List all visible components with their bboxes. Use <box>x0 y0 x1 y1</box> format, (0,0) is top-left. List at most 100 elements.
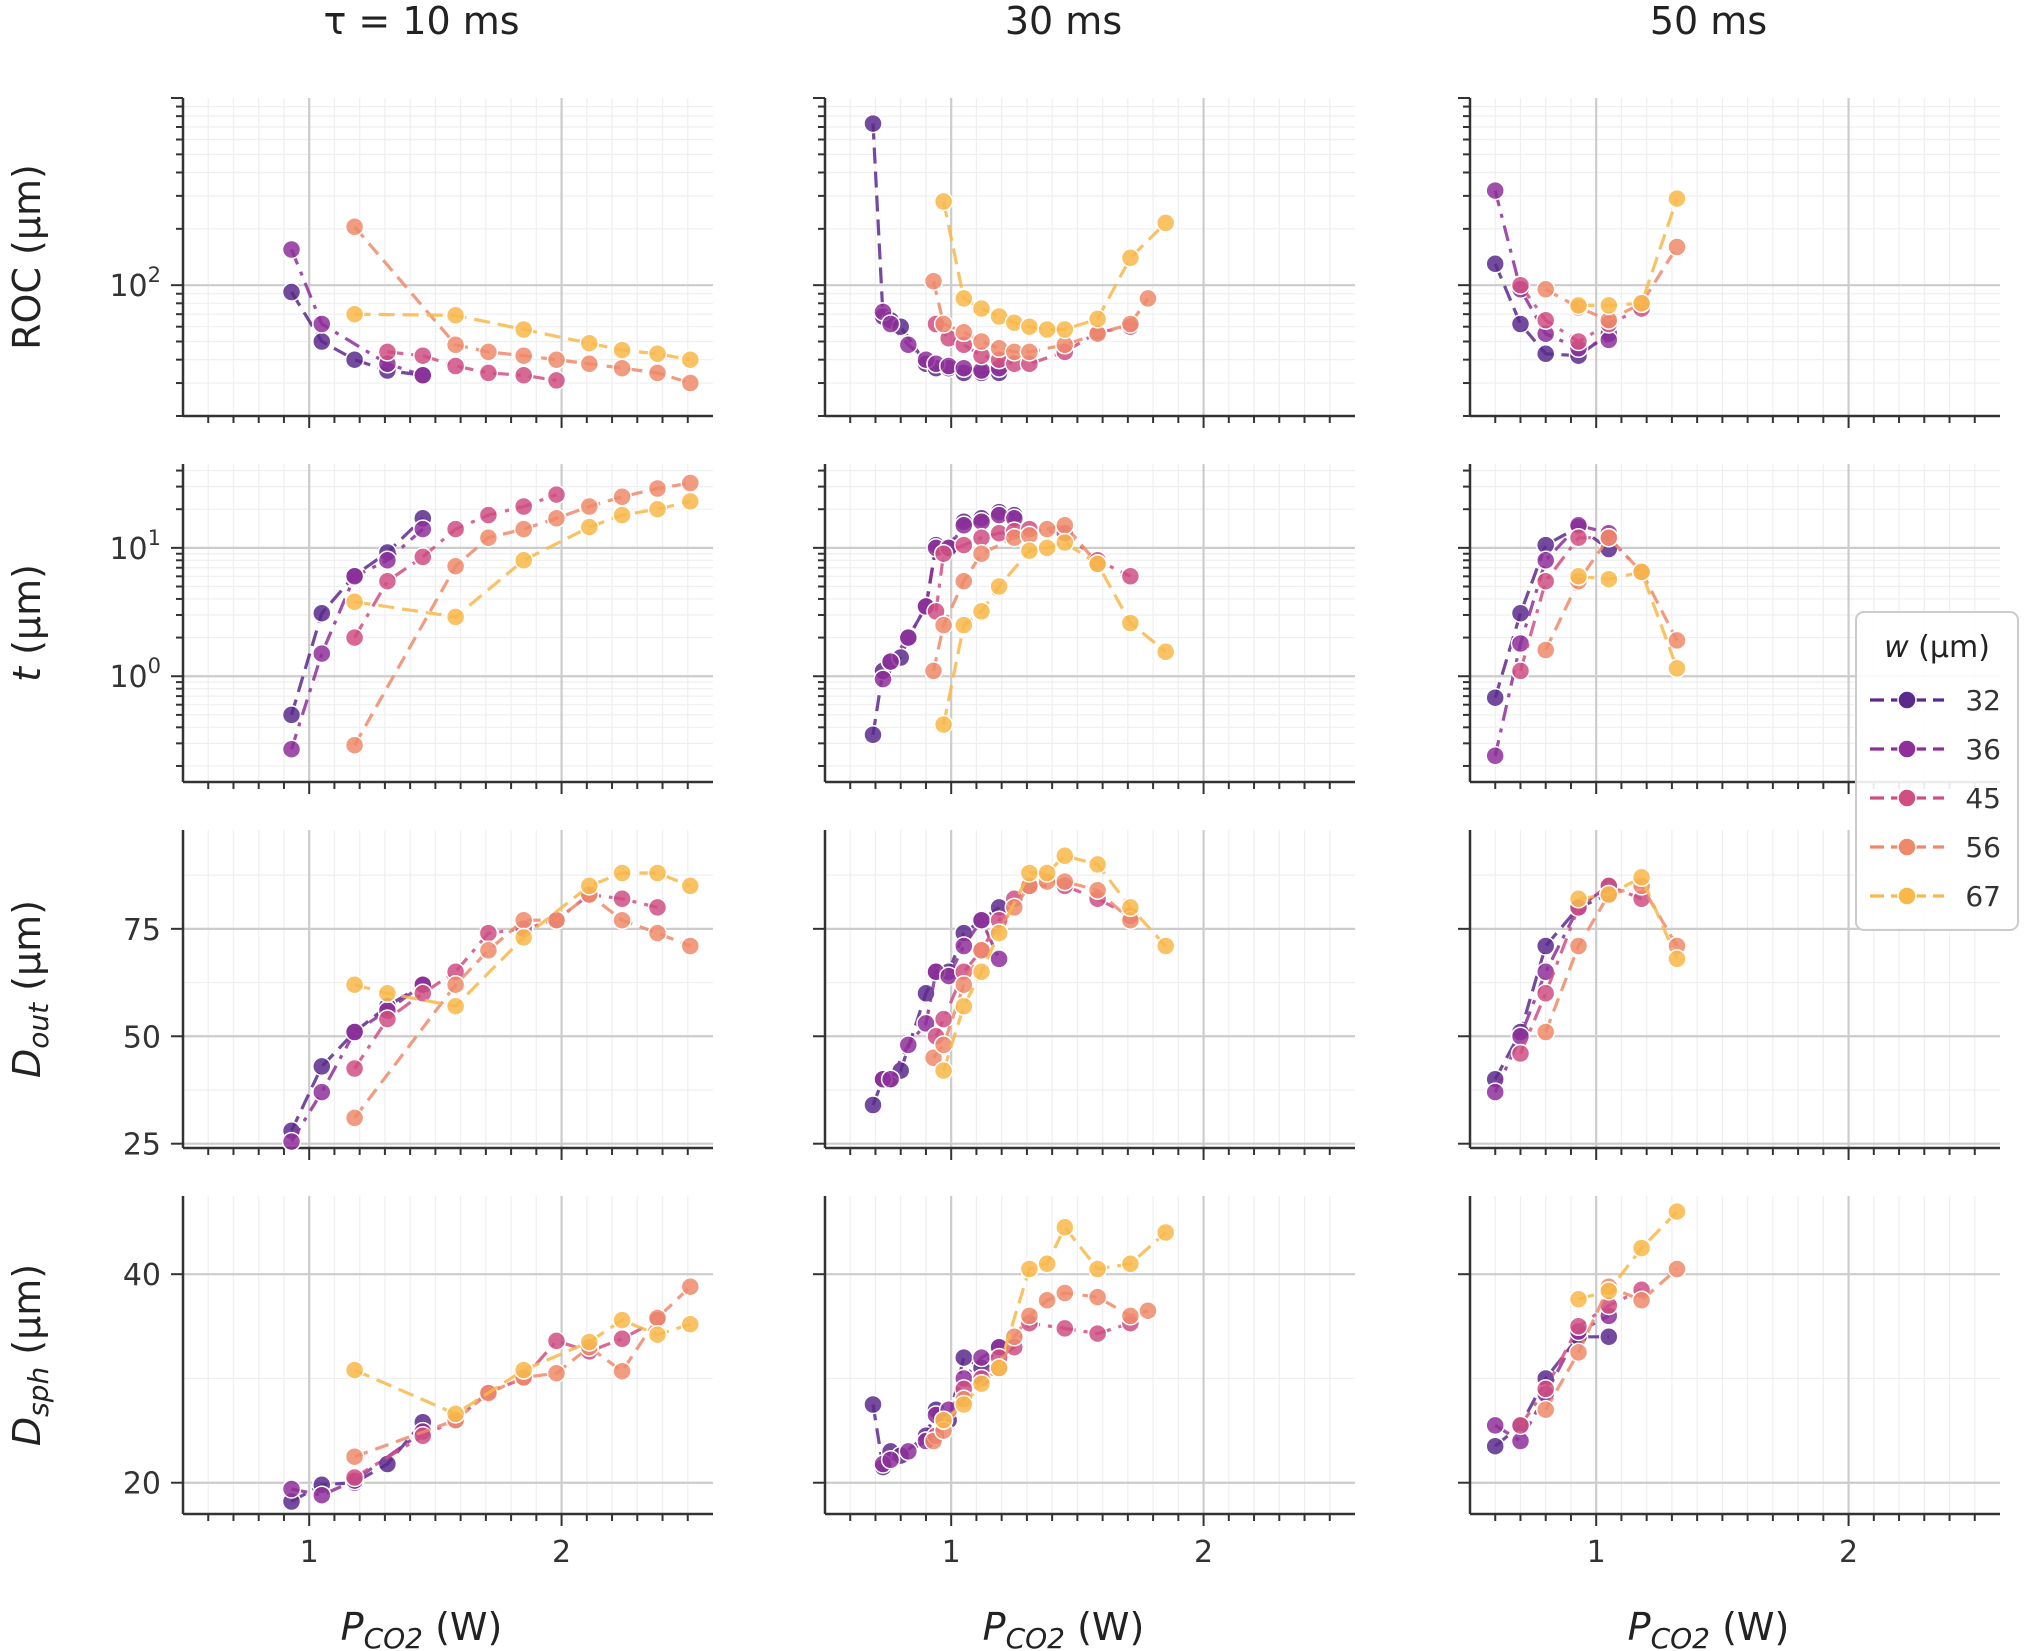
panel: 100 101 <box>109 464 713 794</box>
data-point-w67 <box>1120 897 1141 918</box>
data-point-w36 <box>898 1035 919 1055</box>
data-point-w36 <box>281 239 302 260</box>
y-tick-label: 101 <box>109 526 161 567</box>
data-point-w45 <box>344 1058 365 1079</box>
data-point-w67 <box>344 304 365 324</box>
data-point-w36 <box>312 643 332 664</box>
panel: 25 50 75 <box>123 830 713 1163</box>
data-point-w45 <box>445 519 466 539</box>
data-point-w67 <box>1667 949 1687 969</box>
legend: w (μm) 32 36 45 56 67 <box>1855 611 2019 931</box>
data-point-w36 <box>413 519 433 539</box>
data-point-w67 <box>1599 295 1619 316</box>
data-point-w56 <box>1037 519 1057 539</box>
x-tick-label: 1 <box>300 1535 319 1570</box>
series-line-w56 <box>1544 535 1679 651</box>
data-point-w36 <box>880 1069 901 1089</box>
legend-label: 67 <box>1965 880 2001 913</box>
legend-label: 45 <box>1965 782 2001 815</box>
data-point-w56 <box>1120 314 1141 334</box>
data-point-w56 <box>612 1361 632 1381</box>
data-point-w45 <box>478 363 499 383</box>
column-title: τ = 10 ms <box>323 0 519 43</box>
panel: 102 <box>109 97 713 428</box>
data-point-w36 <box>1510 1026 1531 1047</box>
data-point-w36 <box>281 739 302 759</box>
data-point-w56 <box>1087 1287 1108 1307</box>
data-point-w67 <box>989 576 1009 597</box>
data-point-w36 <box>377 550 398 571</box>
data-point-w56 <box>1120 1306 1141 1326</box>
data-point-w67 <box>1019 316 1040 337</box>
data-point-w56 <box>971 543 992 564</box>
data-point-w45 <box>513 365 534 386</box>
x-tick-label: 2 <box>1194 1535 1213 1570</box>
data-point-w45 <box>377 1009 398 1029</box>
data-point-w32 <box>863 725 883 745</box>
data-point-w67 <box>344 974 365 995</box>
data-point-w56 <box>1535 640 1556 660</box>
legend-label: 36 <box>1965 733 2001 766</box>
data-point-w45 <box>377 342 398 362</box>
legend-marker <box>1897 837 1917 857</box>
data-point-w36 <box>880 1450 901 1470</box>
data-point-w56 <box>1568 1342 1589 1363</box>
data-point-w56 <box>1004 1327 1025 1347</box>
data-point-w36 <box>1535 550 1556 571</box>
data-point-w67 <box>933 714 954 735</box>
data-point-w36 <box>898 627 919 648</box>
data-point-w45 <box>1055 1318 1075 1339</box>
data-point-w36 <box>281 1479 302 1499</box>
data-point-w32 <box>281 705 302 725</box>
data-point-w67 <box>1037 863 1057 883</box>
data-point-w67 <box>1155 1222 1176 1243</box>
data-point-w56 <box>445 974 466 995</box>
data-point-w56 <box>954 974 974 995</box>
column-title: 50 ms <box>1650 0 1767 43</box>
data-point-w32 <box>312 603 332 623</box>
data-point-w32 <box>1485 1436 1505 1456</box>
series-line-w67 <box>1578 198 1679 307</box>
data-point-w45 <box>344 1467 365 1488</box>
data-point-w67 <box>954 996 974 1016</box>
legend-label: 32 <box>1965 684 2001 717</box>
series-line-w67 <box>1578 1210 1679 1301</box>
data-point-w32 <box>1510 603 1531 623</box>
data-point-w56 <box>546 1363 567 1383</box>
data-point-w67 <box>1155 936 1176 956</box>
y-tick-label: 100 <box>109 654 161 695</box>
legend-title: w (μm) <box>1884 630 1990 665</box>
data-point-w45 <box>478 923 499 943</box>
data-point-w67 <box>1568 566 1589 587</box>
data-point-w56 <box>445 335 466 355</box>
data-point-w56 <box>1599 527 1619 548</box>
data-point-w45 <box>1535 571 1556 591</box>
data-point-w32 <box>916 983 936 1004</box>
data-point-w67 <box>1599 569 1619 589</box>
panel <box>813 464 1355 794</box>
data-point-w36 <box>989 949 1009 969</box>
data-point-w56 <box>647 923 668 943</box>
data-point-w67 <box>1037 538 1057 558</box>
data-point-w67 <box>1631 562 1652 582</box>
legend-box <box>1855 611 2019 931</box>
data-point-w45 <box>933 1009 954 1029</box>
data-point-w56 <box>1055 1283 1075 1303</box>
data-point-w56 <box>647 1308 668 1328</box>
data-point-w56 <box>478 527 499 548</box>
data-point-w67 <box>1087 554 1108 574</box>
data-point-w45 <box>647 897 668 918</box>
data-point-w56 <box>933 314 954 334</box>
data-point-w67 <box>513 927 534 948</box>
series-line-w67 <box>942 1224 1167 1422</box>
data-point-w67 <box>513 1360 534 1380</box>
data-point-w56 <box>546 508 567 529</box>
data-point-w56 <box>1535 1399 1556 1420</box>
data-point-w67 <box>680 876 701 896</box>
data-point-w32 <box>1535 344 1556 364</box>
series-line-w67 <box>1578 875 1679 960</box>
data-point-w36 <box>312 1485 332 1505</box>
data-point-w67 <box>680 1314 701 1334</box>
